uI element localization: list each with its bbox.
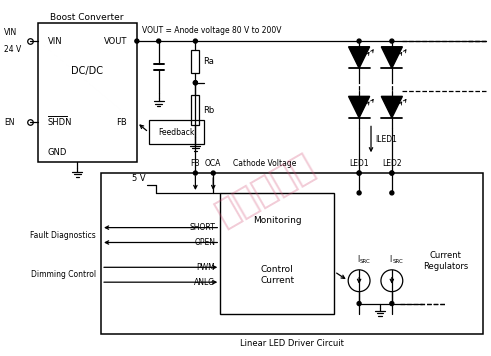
Circle shape [193, 81, 197, 85]
Text: DC/DC: DC/DC [71, 66, 103, 76]
Circle shape [348, 270, 370, 292]
Text: SHORT: SHORT [190, 223, 215, 232]
Text: OPEN: OPEN [194, 238, 215, 247]
Text: Boost Converter: Boost Converter [51, 13, 124, 22]
Circle shape [390, 191, 394, 195]
Text: FB: FB [191, 159, 200, 168]
Text: SRC: SRC [393, 259, 404, 264]
Text: Current
Regulators: Current Regulators [423, 251, 468, 271]
Polygon shape [349, 96, 370, 118]
Circle shape [390, 39, 394, 43]
Circle shape [193, 39, 197, 43]
Circle shape [157, 39, 161, 43]
Polygon shape [349, 47, 370, 68]
Text: 5 V: 5 V [132, 174, 146, 183]
Circle shape [357, 302, 361, 305]
Text: Fault Diagnostics: Fault Diagnostics [30, 231, 96, 240]
Text: Control
Current: Control Current [260, 266, 294, 285]
Text: I: I [389, 255, 392, 264]
Circle shape [193, 171, 197, 175]
Text: SHDN: SHDN [48, 118, 72, 127]
Text: Ra: Ra [203, 57, 214, 67]
Bar [38, 23, 137, 162]
Text: Rb: Rb [203, 105, 215, 115]
Polygon shape [382, 47, 403, 68]
Text: Linear LED Driver Circuit: Linear LED Driver Circuit [240, 339, 344, 348]
Circle shape [390, 171, 394, 175]
Circle shape [211, 171, 215, 175]
Circle shape [357, 191, 361, 195]
Circle shape [390, 171, 394, 175]
Bar [191, 50, 199, 73]
Circle shape [390, 302, 394, 305]
Text: EN: EN [4, 118, 14, 127]
Bar [191, 95, 199, 125]
Text: I: I [357, 255, 359, 264]
Circle shape [193, 81, 197, 85]
Circle shape [357, 171, 361, 175]
Text: VIN: VIN [4, 28, 17, 37]
Text: 24 V: 24 V [4, 45, 21, 54]
Text: LED2: LED2 [382, 159, 402, 168]
Text: ANLG: ANLG [194, 278, 215, 287]
Text: Monitoring: Monitoring [253, 216, 301, 225]
Polygon shape [382, 96, 403, 118]
Bar [220, 193, 334, 314]
Text: VOUT = Anode voltage 80 V to 200V: VOUT = Anode voltage 80 V to 200V [142, 26, 281, 35]
Text: VOUT: VOUT [104, 37, 127, 46]
Text: OCA: OCA [205, 159, 221, 168]
Text: Cathode Voltage: Cathode Voltage [233, 159, 297, 168]
Text: SRC: SRC [360, 259, 371, 264]
Text: VIN: VIN [48, 37, 62, 46]
Circle shape [381, 270, 403, 292]
Circle shape [357, 171, 361, 175]
Bar [101, 173, 483, 334]
Text: Dimming Control: Dimming Control [31, 270, 96, 279]
Bar [149, 120, 204, 144]
Text: Feedback: Feedback [159, 128, 195, 137]
Circle shape [357, 39, 361, 43]
Text: LED1: LED1 [349, 159, 369, 168]
Text: FB: FB [116, 118, 127, 127]
Text: 电子家设计: 电子家设计 [210, 148, 320, 232]
Text: GND: GND [48, 148, 67, 157]
Text: PWM: PWM [196, 263, 215, 272]
Circle shape [135, 39, 139, 43]
Text: ILED1: ILED1 [375, 135, 397, 144]
